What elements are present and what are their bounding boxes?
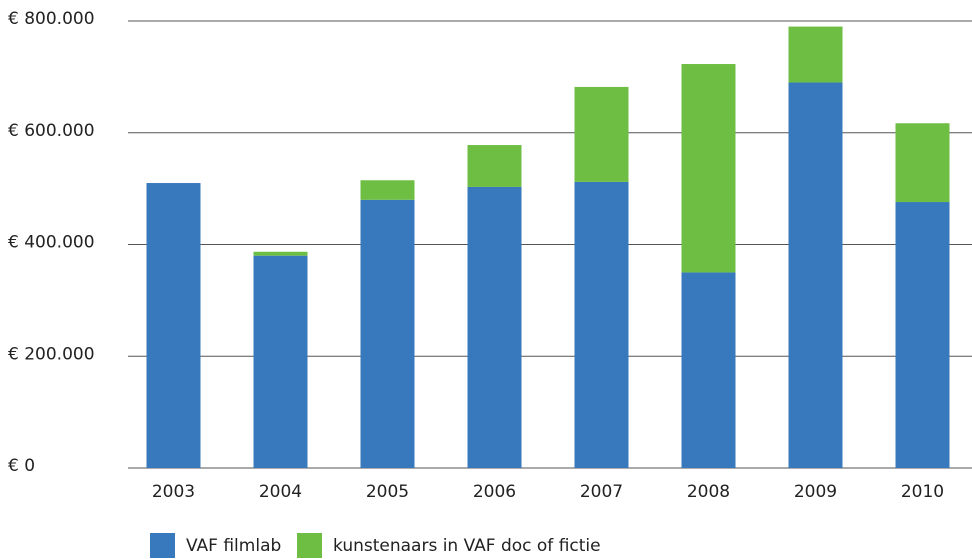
bar-segment [574, 181, 629, 469]
x-tick-label: 2006 [473, 482, 516, 502]
x-tick-label: 2008 [687, 482, 730, 502]
y-tick-label: € 600.000 [8, 121, 95, 141]
bar-segment [681, 272, 736, 468]
bar-segment [788, 82, 843, 469]
x-tick-label: 2004 [259, 482, 302, 502]
bar-segment [574, 86, 629, 182]
legend-label: VAF filmlab [186, 536, 281, 556]
bar-segment [467, 186, 522, 469]
legend-label: kunstenaars in VAF doc of fictie [333, 536, 601, 556]
bar-segment [681, 64, 736, 273]
x-tick-label: 2005 [366, 482, 409, 502]
x-tick-label: 2010 [901, 482, 944, 502]
y-tick-label: € 0 [8, 456, 35, 476]
legend-swatch [297, 533, 322, 558]
y-tick-label: € 200.000 [8, 344, 95, 364]
y-tick-label: € 400.000 [8, 233, 95, 253]
x-tick-label: 2003 [152, 482, 195, 502]
bar-segment [467, 145, 522, 187]
bar-segment [788, 26, 843, 83]
x-tick-label: 2007 [580, 482, 623, 502]
bar-segment [895, 123, 950, 203]
bar-segment [253, 251, 308, 256]
bar-segment [895, 202, 950, 468]
x-tick-label: 2009 [794, 482, 837, 502]
bar-segment [253, 255, 308, 468]
legend-swatch [150, 533, 175, 558]
bar-segment [360, 199, 415, 469]
y-tick-label: € 800.000 [8, 9, 95, 29]
bar-segment [360, 180, 415, 200]
bar-segment [146, 183, 201, 468]
